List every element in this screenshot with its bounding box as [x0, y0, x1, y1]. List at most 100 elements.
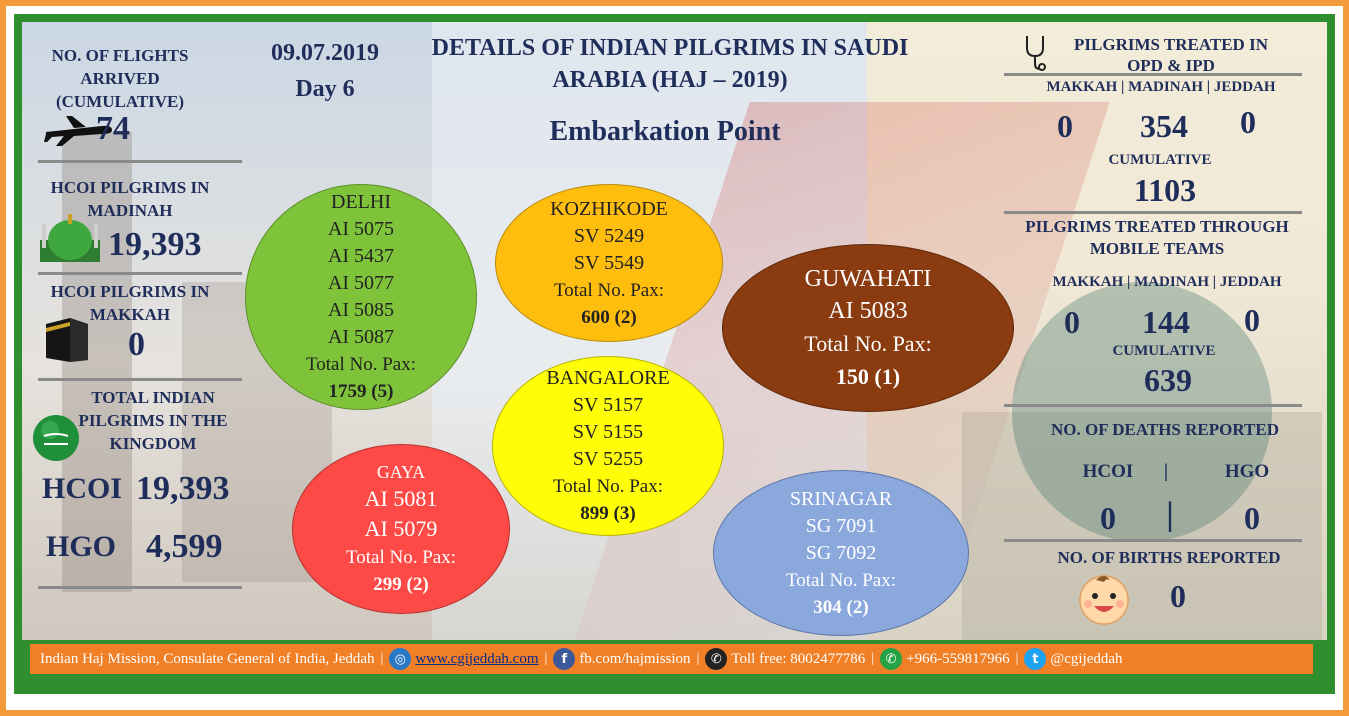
embarkation-gaya: GAYA AI 5081 AI 5079 Total No. Pax: 299 … [292, 444, 510, 614]
footer-organization: Indian Haj Mission, Consulate General of… [40, 650, 375, 667]
flight-number: SG 7091 [805, 514, 877, 537]
mobile-jeddah-value: 0 [1244, 302, 1260, 338]
total-pax-value: 150 (1) [835, 364, 901, 389]
twitter-handle[interactable]: @cgijeddah [1050, 650, 1123, 667]
deaths-hgo-label: HGO [1224, 461, 1270, 482]
footer-twitter[interactable]: t @cgijeddah [1024, 648, 1123, 670]
madinah-pilgrims-label: HCOI PILGRIMS IN MADINAH [50, 178, 210, 220]
divider [1004, 404, 1302, 407]
report-date: 09.07.2019 [271, 40, 379, 66]
divider [38, 378, 242, 381]
city-name: SRINAGAR [789, 487, 893, 510]
mosque-icon [40, 214, 100, 262]
flight-number: AI 5081 [364, 486, 438, 511]
divider [38, 586, 242, 589]
total-hcoi-label: HCOI [42, 472, 123, 505]
opd-cumulative-label: CUMULATIVE [1108, 152, 1212, 168]
airplane-icon [44, 116, 112, 146]
divider [1004, 73, 1302, 76]
opd-madinah-value: 354 [1140, 108, 1188, 144]
embarkation-kozhikode: KOZHIKODE SV 5249 SV 5549 Total No. Pax:… [495, 184, 723, 342]
city-name: GAYA [376, 462, 426, 482]
embarkation-guwahati: GUWAHATI AI 5083 Total No. Pax: 150 (1) [722, 244, 1014, 412]
births-value: 0 [1170, 578, 1186, 614]
flights-arrived-value: 74 [96, 110, 130, 147]
city-name: KOZHIKODE [550, 197, 668, 220]
city-name: DELHI [331, 191, 391, 213]
opd-locations-header: MAKKAH | MADINAH | JEDDAH [1046, 79, 1276, 95]
flight-number: SV 5549 [573, 251, 645, 274]
total-hcoi-value: 19,393 [136, 470, 230, 507]
footer-whatsapp: ✆ +966-559817966 [880, 648, 1010, 670]
facebook-link[interactable]: fb.com/hajmission [579, 650, 691, 667]
makkah-pilgrims-label: HCOI PILGRIMS IN MAKKAH [50, 282, 210, 324]
embarkation-bangalore: BANGALORE SV 5157 SV 5155 SV 5255 Total … [492, 356, 724, 536]
tollfree-number: Toll free: 8002477786 [731, 650, 866, 667]
flight-number: AI 5075 [327, 218, 395, 240]
total-pax-label: Total No. Pax: [552, 476, 664, 497]
footer-tollfree: ✆ Toll free: 8002477786 [705, 648, 865, 670]
mobile-makkah-value: 0 [1064, 304, 1080, 340]
footer-website[interactable]: ◎ www.cgijeddah.com [389, 648, 539, 670]
mobile-locations-header: MAKKAH | MADINAH | JEDDAH [1052, 274, 1282, 290]
phone-icon: ✆ [705, 648, 728, 670]
saudi-flag-icon [33, 415, 79, 461]
total-pax-value: 304 (2) [813, 596, 869, 618]
total-pax-label: Total No. Pax: [553, 279, 665, 301]
city-name: BANGALORE [546, 367, 670, 389]
opd-makkah-value: 0 [1057, 108, 1073, 144]
mobile-madinah-value: 144 [1142, 304, 1190, 340]
deaths-title: NO. OF DEATHS REPORTED [1051, 420, 1279, 439]
baby-icon [1079, 575, 1129, 625]
footer-separator: | [380, 651, 384, 666]
opd-ipd-title: PILGRIMS TREATED IN OPD & IPD [1074, 35, 1268, 75]
footer-facebook[interactable]: f fb.com/hajmission [553, 648, 691, 670]
opd-jeddah-value: 0 [1240, 104, 1256, 140]
footer-separator: | [696, 651, 700, 666]
total-pilgrims-label: TOTAL INDIAN PILGRIMS IN THE KINGDOM [78, 388, 228, 453]
flight-number: SV 5255 [572, 448, 644, 470]
divider [1004, 211, 1302, 214]
deaths-value-separator: | [1166, 496, 1174, 533]
mobile-teams-title: PILGRIMS TREATED THROUGH MOBILE TEAMS [1025, 217, 1289, 258]
flight-number: AI 5083 [828, 298, 908, 324]
twitter-icon: t [1024, 648, 1047, 670]
infographic-canvas [22, 22, 1327, 640]
background-mosque-base [962, 412, 1322, 640]
flights-arrived-label: NO. OF FLIGHTS ARRIVED (CUMULATIVE) [51, 46, 189, 111]
footer-bar: Indian Haj Mission, Consulate General of… [30, 644, 1313, 674]
deaths-hgo-value: 0 [1244, 500, 1260, 536]
deaths-hcoi-value: 0 [1100, 500, 1116, 536]
footer-separator: | [871, 651, 875, 666]
makkah-pilgrims-value: 0 [128, 326, 145, 363]
deaths-hcoi-label: HCOI [1082, 461, 1134, 482]
background-clock-tower [62, 132, 132, 592]
deaths-header-separator: | [1163, 461, 1169, 482]
divider [38, 272, 242, 275]
flight-number: AI 5087 [327, 326, 395, 348]
flight-number: AI 5079 [364, 516, 438, 541]
total-pax-label: Total No. Pax: [785, 569, 897, 591]
total-pax-label: Total No. Pax: [804, 331, 932, 356]
opd-cumulative-value: 1103 [1133, 172, 1197, 208]
mobile-cumulative-value: 639 [1144, 362, 1192, 398]
flight-number: SG 7092 [805, 541, 877, 564]
city-name: GUWAHATI [804, 266, 932, 292]
total-pax-value: 600 (2) [581, 306, 637, 328]
report-day: Day 6 [295, 76, 355, 102]
whatsapp-number: +966-559817966 [906, 650, 1010, 667]
embarkation-delhi: DELHI AI 5075 AI 5437 AI 5077 AI 5085 AI… [245, 184, 477, 410]
total-hgo-value: 4,599 [146, 528, 223, 565]
kaaba-icon [46, 318, 88, 362]
total-pax-label: Total No. Pax: [345, 547, 457, 568]
footer-separator: | [1015, 651, 1019, 666]
background-green-dome [1012, 282, 1272, 542]
divider [38, 160, 242, 163]
total-hgo-label: HGO [46, 530, 117, 563]
divider [1004, 539, 1302, 542]
flight-number: SV 5155 [572, 421, 644, 443]
embarkation-srinagar: SRINAGAR SG 7091 SG 7092 Total No. Pax: … [713, 470, 969, 636]
page-title: DETAILS OF INDIAN PILGRIMS IN SAUDI ARAB… [431, 35, 909, 93]
embarkation-heading: Embarkation Point [549, 116, 781, 147]
website-link[interactable]: www.cgijeddah.com [415, 650, 539, 667]
